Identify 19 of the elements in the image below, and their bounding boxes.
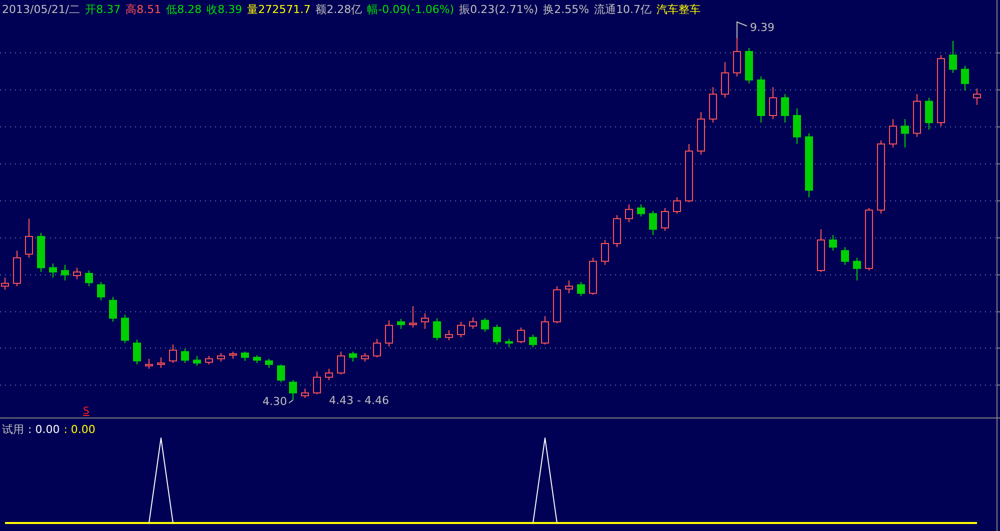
chart-title: 2013/05/21/二 bbox=[2, 3, 80, 16]
text: 量272571.7 bbox=[247, 3, 311, 16]
text: : 0.00 bbox=[28, 423, 60, 436]
text: 振0.23(2.71%) bbox=[459, 3, 538, 16]
text: 低8.28 bbox=[166, 3, 202, 16]
text: 高8.51 bbox=[126, 3, 162, 16]
text: 幅-0.09(-1.06%) bbox=[367, 3, 454, 16]
text: S bbox=[83, 406, 90, 417]
text: : 0.00 bbox=[64, 423, 96, 436]
annotation: 4.43 - 4.46 bbox=[329, 394, 389, 407]
text: 开8.37 bbox=[85, 3, 121, 16]
chart-title: 试用 bbox=[2, 423, 24, 436]
text: 收8.39 bbox=[206, 3, 242, 16]
text: 换2.55% bbox=[543, 3, 590, 16]
annotation: 4.30 bbox=[262, 395, 287, 408]
text: 流通10.7亿 bbox=[594, 3, 652, 16]
text: 汽车整车 bbox=[656, 3, 701, 16]
text: 额2.28亿 bbox=[316, 3, 362, 16]
text: 9.39 bbox=[750, 21, 774, 34]
